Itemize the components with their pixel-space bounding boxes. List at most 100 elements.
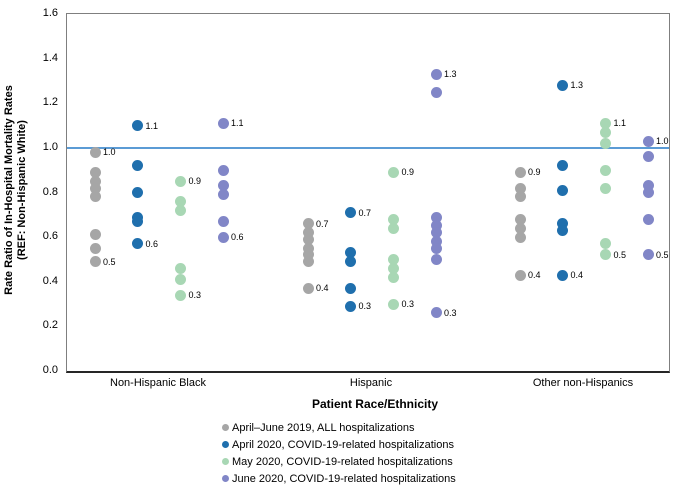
y-axis-tick-label: 0.6 <box>42 230 58 243</box>
legend-marker-icon <box>222 441 229 448</box>
data-point-label: 0.6 <box>231 232 244 243</box>
data-point <box>302 256 314 268</box>
data-point <box>557 224 568 236</box>
data-point <box>642 151 654 163</box>
data-point <box>388 262 399 274</box>
legend: April–June 2019, ALL hospitalizations Apr… <box>222 419 456 485</box>
data-point <box>430 220 442 232</box>
data-point <box>557 160 568 172</box>
data-point <box>175 204 186 216</box>
legend-item: April–June 2019, ALL hospitalizations <box>222 419 456 436</box>
data-point <box>430 242 442 254</box>
y-axis-tick-label: 1.0 <box>42 140 58 153</box>
data-point <box>600 238 611 250</box>
x-axis-category-label: Other non-Hispanics <box>532 377 634 389</box>
legend-label: April–June 2019, ALL hospitalizations <box>232 421 415 434</box>
data-point <box>600 164 611 176</box>
data-point-label: 0.4 <box>316 283 329 294</box>
data-point <box>302 282 314 294</box>
y-axis-tick-label: 0.4 <box>42 274 58 287</box>
data-point <box>89 191 101 203</box>
data-point-label: 1.3 <box>444 69 457 80</box>
data-point <box>345 207 356 219</box>
data-point <box>302 249 314 261</box>
data-point <box>345 300 356 312</box>
data-point-label: 0.9 <box>188 176 202 187</box>
data-point <box>345 256 356 268</box>
legend-label: June 2020, COVID-19-related hospitalizat… <box>232 472 456 485</box>
data-point-label: 0.5 <box>103 256 116 267</box>
data-point <box>600 137 611 149</box>
data-point <box>557 218 568 230</box>
data-point <box>217 216 229 227</box>
data-point <box>430 236 442 248</box>
data-point <box>430 307 442 319</box>
x-axis-category-label: Hispanic <box>349 377 393 389</box>
legend-item: June 2020, COVID-19-related hospitalizat… <box>222 470 456 485</box>
data-point <box>514 222 526 234</box>
data-point <box>302 227 314 239</box>
data-point-label: 1.0 <box>656 136 669 147</box>
data-point <box>514 231 526 243</box>
plot-area: 1.0 0.5 1.1 0.6 0.9 0.3 1.1 0.6 0.7 0.4 0.7 0.3 0.9 0… <box>66 13 670 373</box>
data-point <box>430 68 442 80</box>
data-point-label: 0.3 <box>444 307 457 318</box>
data-point <box>642 135 654 147</box>
data-point <box>600 126 611 138</box>
data-point-label: 0.4 <box>570 270 584 281</box>
data-point <box>132 120 143 132</box>
legend-marker-icon <box>222 475 229 482</box>
data-point <box>89 182 101 194</box>
data-point <box>175 175 186 187</box>
data-point <box>89 166 101 178</box>
data-point <box>557 269 568 281</box>
data-point <box>217 189 229 201</box>
data-point <box>345 282 356 294</box>
data-point <box>600 117 611 129</box>
data-point-label: 0.5 <box>656 249 669 260</box>
data-point <box>388 222 399 234</box>
data-point <box>302 233 314 245</box>
data-point <box>642 213 654 225</box>
data-point <box>217 117 229 129</box>
data-point <box>175 274 186 286</box>
data-point <box>430 86 442 98</box>
data-point-label: 1.0 <box>103 147 116 158</box>
data-point <box>89 229 101 241</box>
data-point-label: 0.3 <box>401 299 415 310</box>
data-point <box>302 218 314 230</box>
data-point <box>217 164 229 176</box>
legend-label: May 2020, COVID-19-related hospitalizati… <box>232 455 453 468</box>
data-point <box>642 187 654 198</box>
data-point <box>557 184 568 196</box>
data-point <box>600 249 611 261</box>
data-point <box>132 238 143 250</box>
legend-item: April 2020, COVID-19-related hospitaliza… <box>222 436 456 453</box>
legend-marker-icon <box>222 424 229 431</box>
data-point <box>89 256 101 268</box>
data-point <box>514 269 526 281</box>
data-point-label: 1.1 <box>231 118 244 129</box>
data-point-label: 0.6 <box>145 238 159 249</box>
data-point <box>345 247 356 259</box>
data-point <box>430 253 442 265</box>
x-axis-title: Patient Race/Ethnicity <box>311 397 439 411</box>
data-point <box>388 166 399 178</box>
data-point-label: 0.5 <box>613 249 627 260</box>
y-axis-tick-label: 1.6 <box>42 7 58 19</box>
data-point <box>430 227 442 239</box>
data-point <box>600 182 611 194</box>
data-point <box>514 191 526 203</box>
data-point-label: 0.7 <box>316 218 329 229</box>
data-point-label: 0.9 <box>401 167 415 178</box>
data-point-label: 0.3 <box>358 301 372 312</box>
reference-line <box>67 146 669 149</box>
data-point <box>388 253 399 265</box>
data-point <box>89 146 101 158</box>
data-point <box>642 249 654 261</box>
data-point <box>642 180 654 192</box>
x-axis-category-label: Non-Hispanic Black <box>110 377 206 389</box>
data-point <box>89 242 101 254</box>
data-point <box>132 160 143 172</box>
y-axis-title-line1: Rate Ratio of In-Hospital Mortality Rate… <box>3 85 15 295</box>
